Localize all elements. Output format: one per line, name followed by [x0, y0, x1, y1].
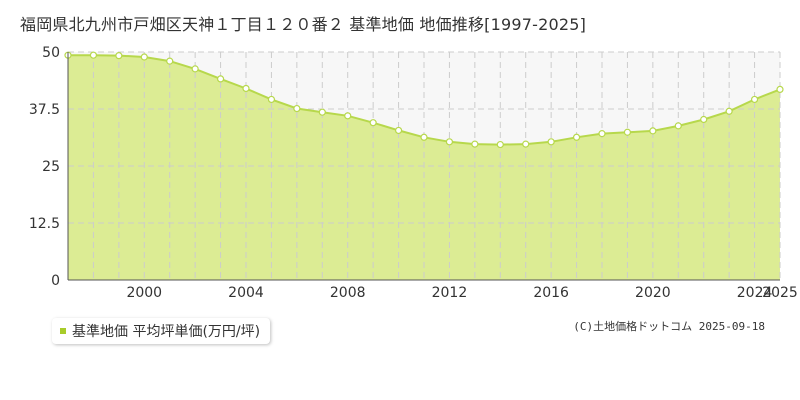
- data-point: [776, 85, 784, 93]
- data-point: [623, 128, 632, 136]
- y-tick-label: 12.5: [29, 216, 60, 232]
- data-point: [140, 53, 148, 61]
- gridlines: [68, 51, 781, 280]
- data-point: [369, 119, 377, 127]
- y-tick-label: 25: [42, 159, 60, 175]
- data-point: [471, 140, 479, 148]
- legend-label: 基準地価 平均坪単価(万円/坪): [72, 324, 261, 340]
- data-point: [216, 75, 225, 83]
- data-point: [394, 126, 403, 135]
- data-point: [115, 52, 123, 60]
- x-tick-label: 2000: [126, 285, 162, 300]
- data-point: [420, 133, 428, 141]
- legend-marker: [60, 328, 66, 334]
- data-point: [318, 108, 326, 116]
- y-tick-label: 37.5: [29, 102, 60, 118]
- data-points: [64, 51, 784, 149]
- axes: [67, 52, 780, 281]
- x-tick-label: 2024: [737, 285, 773, 300]
- data-point: [293, 104, 301, 113]
- x-tick-label: 2008: [330, 285, 366, 300]
- data-point: [191, 65, 199, 73]
- data-point: [674, 122, 682, 130]
- x-tick-label: 2025: [762, 285, 798, 300]
- data-point: [242, 84, 250, 93]
- y-tick-label: 0: [51, 273, 60, 289]
- data-point: [496, 140, 504, 149]
- data-point: [344, 112, 352, 120]
- x-tick-label: 2020: [635, 285, 671, 300]
- data-point: [89, 51, 98, 59]
- data-point: [649, 127, 657, 135]
- x-tick-label: 2012: [432, 285, 468, 300]
- data-point: [725, 107, 733, 115]
- data-point: [572, 133, 581, 141]
- legend: 基準地価 平均坪単価(万円/坪): [52, 318, 271, 344]
- data-point: [700, 115, 708, 124]
- data-point: [166, 57, 174, 65]
- copyright-text: (C)土地価格ドットコム 2025-09-18: [573, 320, 765, 333]
- data-point: [267, 95, 276, 104]
- data-point: [522, 140, 530, 148]
- data-point: [445, 138, 454, 146]
- chart-title: 福岡県北九州市戸畑区天神１丁目１２０番２ 基準地価 地価推移[1997-2025…: [20, 15, 587, 34]
- y-tick-labels: 0 12.5 25 37.5 50: [29, 45, 60, 289]
- data-point: [547, 138, 555, 146]
- x-tick-label: 2016: [533, 285, 569, 300]
- data-point: [598, 130, 606, 138]
- y-tick-label: 50: [42, 45, 60, 61]
- x-tick-label: 2004: [228, 285, 264, 300]
- data-point: [750, 95, 759, 104]
